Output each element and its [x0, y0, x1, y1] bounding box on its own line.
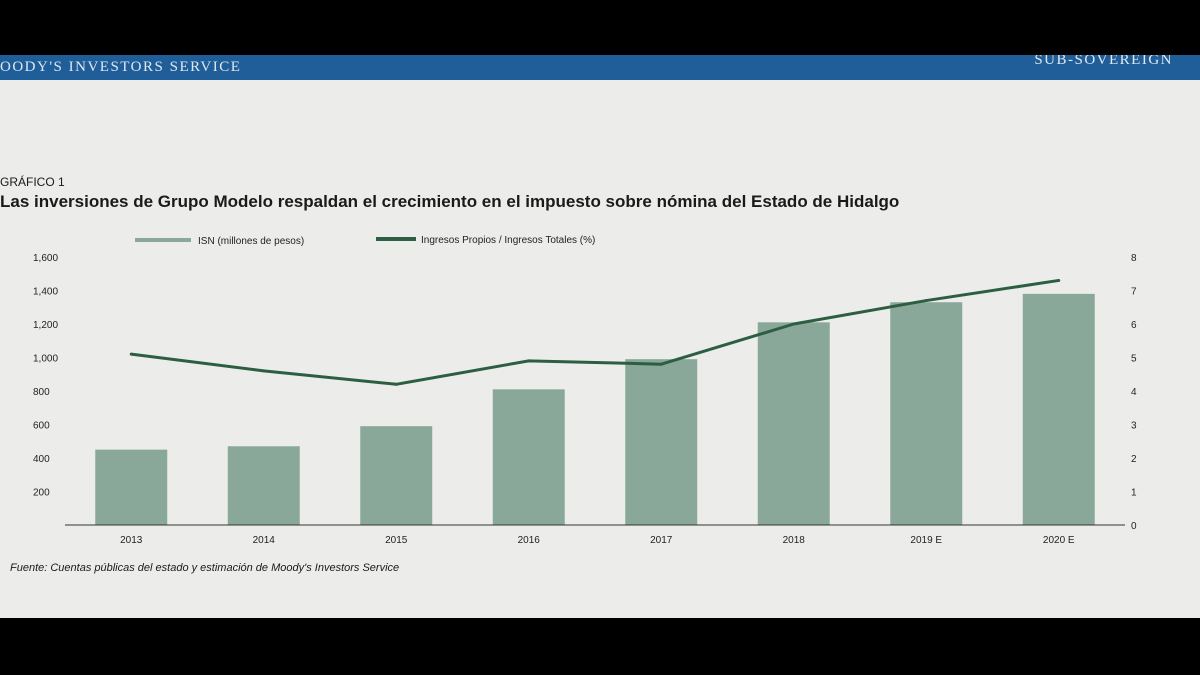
y-right-tick-label: 7 — [1131, 287, 1137, 298]
series-line — [131, 278, 1059, 386]
bar — [227, 446, 300, 525]
bar — [492, 389, 565, 525]
y-left-tick-label: 800 — [33, 387, 50, 398]
x-tick-label: 2017 — [650, 535, 673, 546]
x-tick-label: 2013 — [120, 535, 143, 546]
chart-source: Fuente: Cuentas públicas del estado y es… — [10, 562, 400, 574]
bar — [757, 322, 830, 525]
legend-swatch-line — [376, 237, 416, 241]
line-point — [924, 299, 928, 303]
y-right-tick-label: 3 — [1131, 421, 1137, 432]
line-point — [659, 362, 663, 366]
x-tick-label: 2020 E — [1043, 535, 1075, 546]
publisher-name: OODY'S INVESTORS SERVICE — [0, 59, 242, 75]
x-tick-label: 2014 — [253, 535, 276, 546]
line-point — [394, 382, 398, 386]
y-left-tick-label: 600 — [33, 421, 50, 432]
legend-label-line: Ingresos Propios / Ingresos Totales (%) — [421, 235, 595, 246]
legend-swatch-bar — [135, 238, 191, 242]
line-point — [262, 369, 266, 373]
line-point — [527, 359, 531, 363]
combo-chart: ISN (millones de pesos) Ingresos Propios … — [33, 235, 1137, 546]
y-left-tick-label: 400 — [33, 454, 50, 465]
bar — [625, 359, 698, 525]
bar — [1022, 293, 1095, 525]
section-name: SUB-SOVEREIGN — [1034, 55, 1173, 68]
legend-label-bar: ISN (millones de pesos) — [198, 236, 304, 247]
y-right-tick-label: 1 — [1131, 488, 1137, 499]
bar — [95, 449, 168, 525]
figure-label: GRÁFICO 1 — [0, 175, 65, 189]
line-point — [1057, 278, 1061, 282]
bar — [890, 302, 963, 525]
y-right-tick-label: 4 — [1131, 387, 1137, 398]
x-tick-label: 2016 — [518, 535, 541, 546]
y-right-tick-label: 0 — [1131, 521, 1137, 532]
y-left-tick-label: 1,600 — [33, 253, 58, 264]
y-left-tick-label: 1,200 — [33, 320, 58, 331]
x-tick-label: 2015 — [385, 535, 408, 546]
header-banner: OODY'S INVESTORS SERVICE SUB-SOVEREIGN — [0, 55, 1200, 80]
y-right-tick-label: 8 — [1131, 253, 1137, 264]
y-right-tick-label: 5 — [1131, 354, 1137, 365]
line-point — [792, 322, 796, 326]
x-tick-label: 2019 E — [910, 535, 942, 546]
y-left-tick-label: 200 — [33, 488, 50, 499]
y-right-tick-label: 6 — [1131, 320, 1137, 331]
chart-title: Las inversiones de Grupo Modelo respalda… — [0, 192, 900, 211]
bar — [360, 426, 433, 525]
document-page: OODY'S INVESTORS SERVICE SUB-SOVEREIGN G… — [0, 55, 1200, 618]
x-tick-label: 2018 — [783, 535, 806, 546]
y-left-tick-label: 1,000 — [33, 354, 58, 365]
line-point — [129, 352, 133, 356]
y-right-tick-label: 2 — [1131, 454, 1137, 465]
y-left-tick-label: 1,400 — [33, 287, 58, 298]
